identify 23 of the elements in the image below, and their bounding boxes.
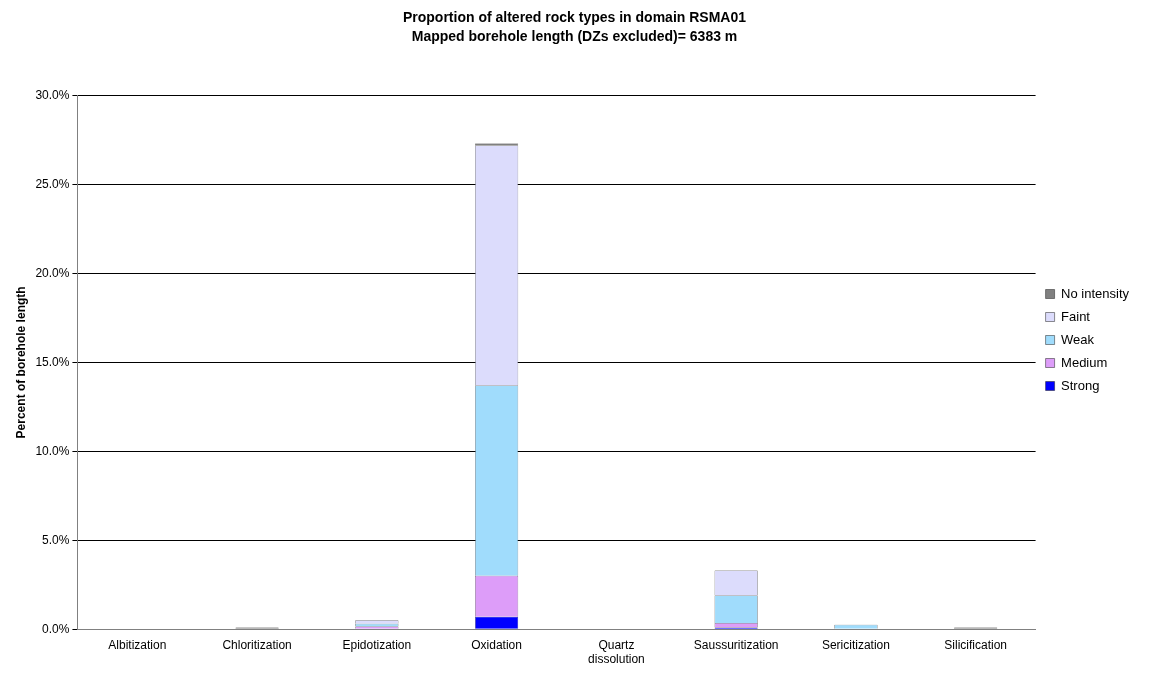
- legend-label: Faint: [1061, 308, 1091, 324]
- x-tick-label: Albitization: [108, 637, 167, 652]
- y-tick-label: 5.0%: [42, 532, 70, 547]
- legend-label: Weak: [1061, 331, 1095, 347]
- y-tick-label: 25.0%: [35, 176, 70, 191]
- legend-label: No intensity: [1061, 285, 1130, 301]
- x-tick-label: Epidotization: [342, 637, 412, 652]
- y-tick-label: 0.0%: [42, 621, 70, 636]
- x-tick-label: Saussuritization: [693, 637, 779, 652]
- legend-label: Strong: [1061, 377, 1100, 393]
- y-tick-label: 10.0%: [35, 443, 70, 458]
- chart-title: Proportion of altered rock types in domain RSMA01: [402, 9, 747, 26]
- y-tick-label: 30.0%: [35, 87, 70, 102]
- legend-label: Medium: [1061, 354, 1108, 370]
- y-tick-label: 15.0%: [35, 354, 70, 369]
- x-tick-label: Oxidation: [471, 637, 522, 652]
- y-tick-label: 20.0%: [35, 265, 70, 280]
- x-tick-label: Silicification: [944, 637, 1008, 652]
- x-tick-label: Quartz dissolution: [588, 637, 645, 667]
- x-tick-label: Chloritization: [222, 637, 292, 652]
- chart-subtitle: Mapped borehole length (DZs excluded)= 6383 m: [411, 28, 738, 45]
- y-axis-title: Percent of borehole length: [13, 286, 28, 439]
- x-tick-label: Sericitization: [821, 637, 890, 652]
